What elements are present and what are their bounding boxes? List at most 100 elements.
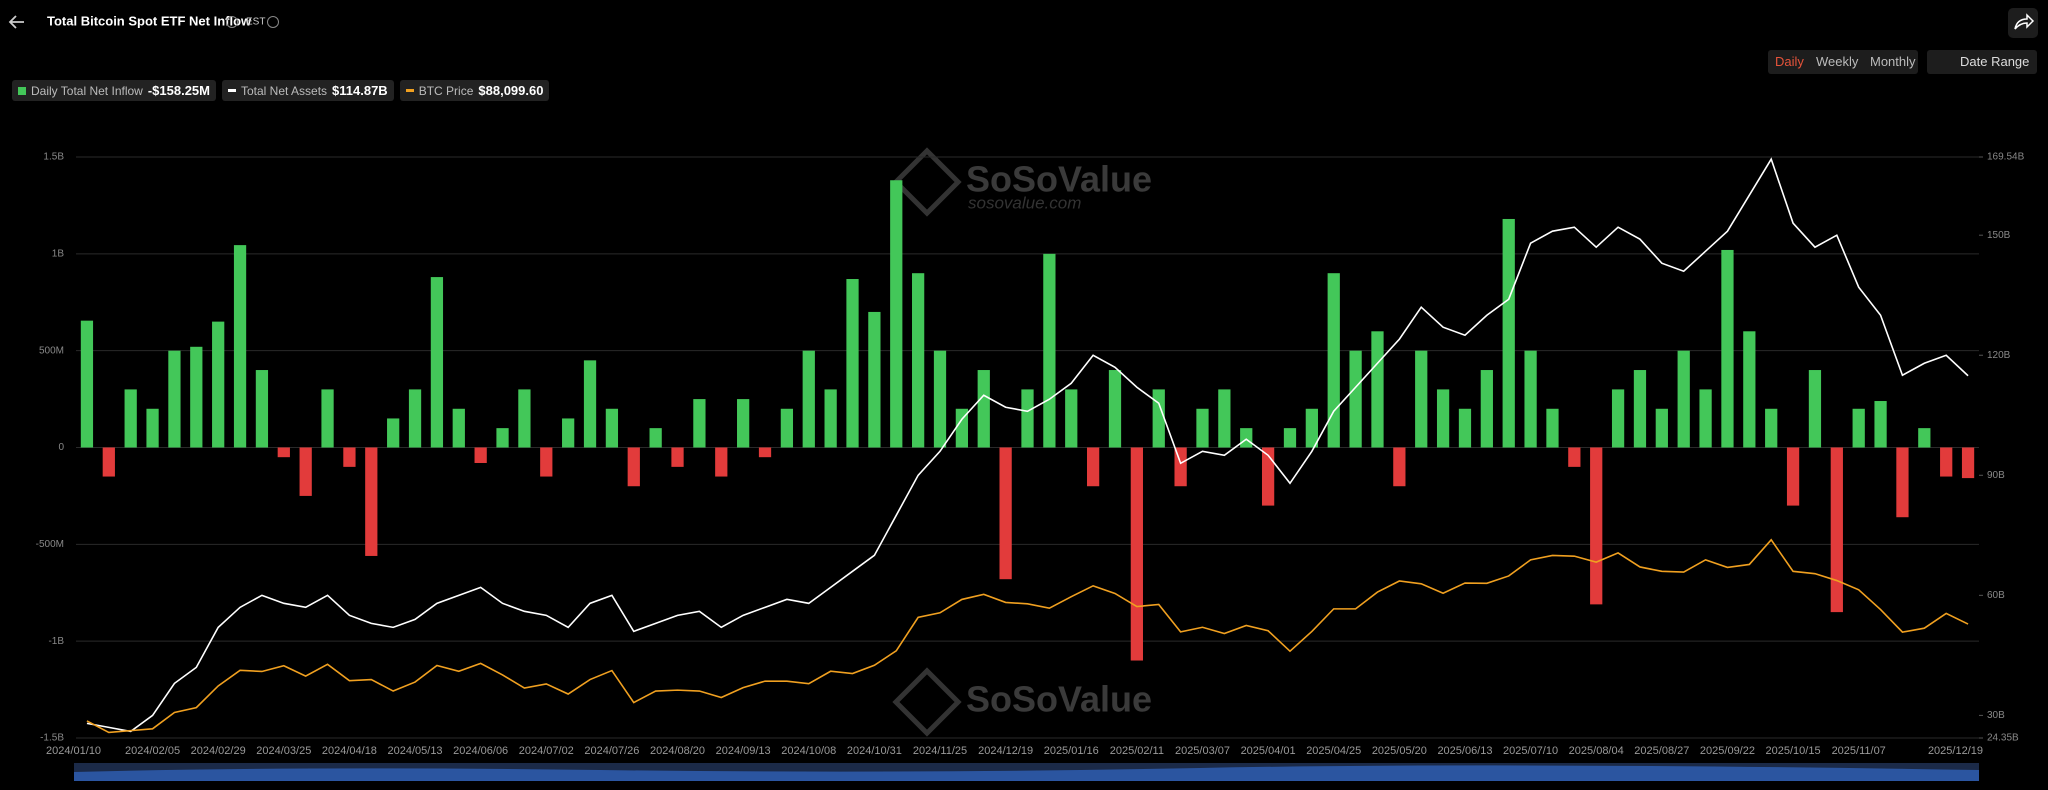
watermark-logo (892, 667, 962, 737)
bar (1305, 408, 1318, 448)
legend-swatch (405, 89, 414, 92)
bar (1261, 447, 1275, 506)
bar (1065, 389, 1078, 448)
bar (649, 428, 662, 448)
bar (518, 389, 531, 448)
bar (1655, 408, 1668, 448)
bar (715, 447, 728, 477)
bar (343, 447, 356, 467)
bar (1480, 370, 1493, 448)
bar (1086, 447, 1100, 487)
back-arrow[interactable] (8, 15, 24, 29)
page-title: Total Bitcoin Spot ETF Net Inflow (47, 13, 252, 28)
bar (955, 408, 969, 448)
y-tick-label: -1.5B (40, 733, 64, 744)
legend-swatch (227, 89, 236, 92)
watermark-text: SoSoValue (966, 159, 1152, 200)
x-tick-label: 2025/10/15 (1766, 745, 1821, 757)
watermark-url: sosovalue.com (968, 193, 1081, 212)
legend-value: $114.87B (332, 83, 388, 98)
bar (1546, 408, 1559, 448)
bar (758, 447, 772, 458)
bar (408, 389, 422, 448)
bar (1021, 389, 1034, 448)
x-tick-label: 2025/05/20 (1372, 745, 1427, 757)
x-tick-label: 2025/06/13 (1437, 745, 1492, 757)
legend-item[interactable]: BTC Price $88,099.60 (399, 80, 550, 101)
period-switch (1768, 50, 1918, 74)
x-tick-label: 2025/07/10 (1503, 745, 1558, 757)
bar (1743, 331, 1756, 448)
y2-tick-label: 24.35B (1987, 733, 2019, 744)
x-tick-label: 2024/02/29 (191, 745, 246, 757)
bar (1436, 389, 1450, 448)
legend-item[interactable]: Total Net Assets $114.87B (221, 80, 394, 101)
x-tick-label: 2025/09/22 (1700, 745, 1755, 757)
x-tick-label: 2025/01/16 (1044, 745, 1099, 757)
bar (1874, 401, 1887, 448)
bar (102, 447, 115, 477)
bar (540, 447, 553, 477)
x-tick-label: 2024/04/18 (322, 745, 377, 757)
legend-item[interactable]: Daily Total Net Inflow -$158.25M (12, 80, 216, 101)
x-tick-label: 2025/04/25 (1306, 745, 1361, 757)
bar (80, 320, 94, 448)
info-icon[interactable] (267, 16, 279, 28)
legend-value: -$158.25M (147, 83, 210, 98)
y-tick-label: 0 (58, 442, 64, 453)
bar (846, 279, 859, 448)
period-weekly[interactable]: Weekly (1816, 54, 1859, 69)
bar (168, 350, 181, 448)
bar (1152, 389, 1165, 448)
period-monthly[interactable]: Monthly (1870, 54, 1916, 69)
bar (1458, 408, 1472, 448)
bar (277, 447, 290, 458)
y2-tick-label: 30B (1987, 710, 2005, 721)
bar (1830, 447, 1843, 613)
bar (562, 418, 575, 448)
x-tick-label: 2024/06/06 (453, 745, 508, 757)
y2-tick-label: 150B (1987, 230, 2011, 241)
bar (430, 277, 444, 448)
x-tick-label: 2024/07/26 (584, 745, 639, 757)
x-tick-label: 2025/03/07 (1175, 745, 1230, 757)
info-icon[interactable] (226, 16, 238, 28)
line (86, 538, 1969, 734)
legend: Daily Total Net Inflow -$158.25M Total Net… (12, 80, 550, 101)
bar (190, 346, 203, 448)
bar (1130, 447, 1143, 661)
bar (1283, 428, 1297, 448)
bar (977, 370, 990, 448)
date-range-button[interactable]: Date Range (1927, 50, 2037, 74)
bar (474, 447, 487, 463)
bar (365, 447, 378, 556)
navigator-fill (74, 765, 1979, 781)
bar (1918, 428, 1931, 448)
bar (1808, 370, 1822, 448)
legend-label: Daily Total Net Inflow (31, 83, 143, 98)
bar (1677, 350, 1690, 448)
x-tick-label: 2024/10/08 (781, 745, 836, 757)
period-daily[interactable]: Daily (1775, 54, 1804, 69)
series-group (80, 157, 1975, 734)
bar (321, 389, 334, 448)
bar (1721, 249, 1734, 448)
bar (1043, 253, 1056, 448)
bar (452, 408, 465, 448)
y2-tick-label: 60B (1987, 590, 2005, 601)
x-tick-label: 2024/03/25 (256, 745, 311, 757)
x-tick-label: 2024/01/10 (46, 745, 101, 757)
bar (1393, 447, 1406, 487)
bar (1961, 447, 1975, 479)
bar (1502, 218, 1515, 448)
bar (1765, 408, 1778, 448)
bar (1786, 447, 1800, 506)
legend-label: Total Net Assets (240, 83, 328, 98)
bar (627, 447, 640, 487)
x-tick-label: 2025/12/19 (1928, 745, 1983, 757)
bar (1611, 389, 1625, 448)
bar (780, 408, 794, 448)
bar (1196, 408, 1209, 448)
